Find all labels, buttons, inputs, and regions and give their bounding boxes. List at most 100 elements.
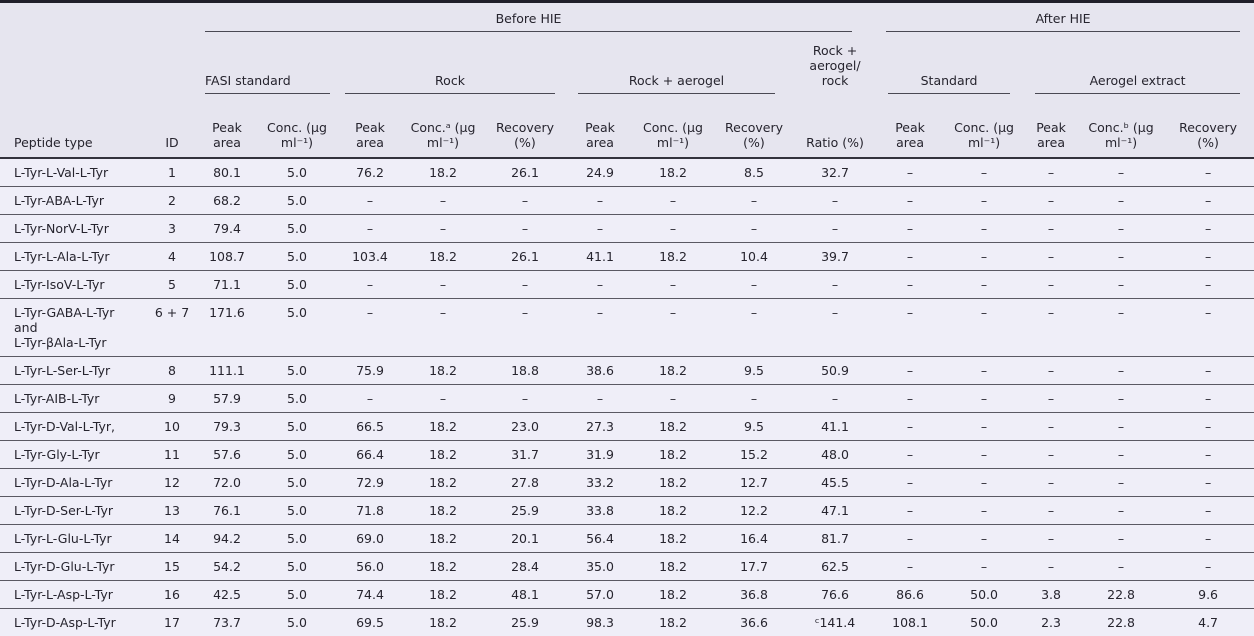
- fasi-standard-group: FASI standard: [198, 32, 338, 94]
- peptide-type-cell: L-Tyr-L-Ser-L-Tyr: [0, 357, 146, 385]
- value-cell: 5.0: [256, 243, 338, 271]
- value-cell: –: [1080, 441, 1162, 469]
- value-cell: –: [796, 187, 874, 215]
- value-cell: –: [946, 385, 1022, 413]
- value-cell: 57.6: [198, 441, 256, 469]
- value-cell: 76.6: [796, 581, 874, 609]
- value-cell: –: [484, 271, 566, 299]
- value-cell: –: [946, 553, 1022, 581]
- value-cell: 48.1: [484, 581, 566, 609]
- value-cell: 35.0: [566, 553, 634, 581]
- value-cell: 111.1: [198, 357, 256, 385]
- value-cell: 71.1: [198, 271, 256, 299]
- value-cell: 5.0: [256, 553, 338, 581]
- value-cell: –: [1080, 413, 1162, 441]
- value-cell: –: [1080, 215, 1162, 243]
- value-cell: –: [1080, 243, 1162, 271]
- value-cell: –: [484, 215, 566, 243]
- id-cell: 16: [146, 581, 198, 609]
- value-cell: 33.2: [566, 469, 634, 497]
- table-row: L-Tyr-GABA-L-Tyr and L-Tyr-βAla-L-Tyr 6 …: [0, 299, 1254, 357]
- value-cell: 18.2: [634, 609, 712, 636]
- after-hie-header: After HIE: [874, 3, 1254, 32]
- value-cell: 171.6: [198, 299, 256, 357]
- value-cell: 12.2: [712, 497, 796, 525]
- value-cell: –: [874, 243, 946, 271]
- value-cell: 16.4: [712, 525, 796, 553]
- value-cell: 5.0: [256, 413, 338, 441]
- value-cell: –: [946, 413, 1022, 441]
- value-cell: –: [946, 215, 1022, 243]
- col-standard-conc: Conc. (μg ml⁻¹): [946, 94, 1022, 158]
- aerogel-extract-group: Aerogel extract: [1022, 32, 1254, 94]
- peptide-type-cell: L-Tyr-GABA-L-Tyr and L-Tyr-βAla-L-Tyr: [0, 299, 146, 357]
- value-cell: –: [1162, 441, 1254, 469]
- value-cell: 24.9: [566, 158, 634, 187]
- value-cell: 15.2: [712, 441, 796, 469]
- value-cell: 5.0: [256, 609, 338, 636]
- value-cell: 74.4: [338, 581, 402, 609]
- value-cell: –: [1080, 158, 1162, 187]
- value-cell: –: [946, 469, 1022, 497]
- before-hie-label: Before HIE: [205, 5, 852, 32]
- value-cell: –: [1022, 525, 1080, 553]
- value-cell: –: [402, 187, 484, 215]
- value-cell: 26.1: [484, 243, 566, 271]
- value-cell: –: [1162, 299, 1254, 357]
- value-cell: 72.0: [198, 469, 256, 497]
- value-cell: 5.0: [256, 441, 338, 469]
- value-cell: –: [1080, 357, 1162, 385]
- value-cell: –: [338, 385, 402, 413]
- peptide-type-cell: L-Tyr-L-Asp-L-Tyr: [0, 581, 146, 609]
- value-cell: –: [946, 299, 1022, 357]
- value-cell: –: [1162, 497, 1254, 525]
- value-cell: –: [1022, 497, 1080, 525]
- id-cell: 10: [146, 413, 198, 441]
- value-cell: –: [1162, 187, 1254, 215]
- col-rockaerogel-peak-area: Peak area: [566, 94, 634, 158]
- col-standard-peak-area: Peak area: [874, 94, 946, 158]
- value-cell: 79.3: [198, 413, 256, 441]
- value-cell: 71.8: [338, 497, 402, 525]
- id-cell: 8: [146, 357, 198, 385]
- value-cell: 73.7: [198, 609, 256, 636]
- value-cell: –: [874, 497, 946, 525]
- value-cell: –: [338, 299, 402, 357]
- value-cell: 22.8: [1080, 609, 1162, 636]
- value-cell: –: [874, 413, 946, 441]
- value-cell: 94.2: [198, 525, 256, 553]
- value-cell: –: [1022, 441, 1080, 469]
- value-cell: –: [484, 299, 566, 357]
- value-cell: –: [484, 385, 566, 413]
- value-cell: –: [874, 158, 946, 187]
- peptide-type-cell: L-Tyr-ABA-L-Tyr: [0, 187, 146, 215]
- value-cell: –: [1022, 413, 1080, 441]
- value-cell: 75.9: [338, 357, 402, 385]
- col-aerogel-recovery: Recovery (%): [1162, 94, 1254, 158]
- value-cell: –: [566, 215, 634, 243]
- value-cell: 18.2: [402, 497, 484, 525]
- col-rockaerogel-recovery: Recovery (%): [712, 94, 796, 158]
- id-cell: 2: [146, 187, 198, 215]
- value-cell: –: [1080, 271, 1162, 299]
- col-fasi-conc: Conc. (μg ml⁻¹): [256, 94, 338, 158]
- value-cell: 5.0: [256, 187, 338, 215]
- value-cell: –: [1080, 497, 1162, 525]
- id-cell: 15: [146, 553, 198, 581]
- value-cell: 18.2: [634, 413, 712, 441]
- after-hie-label: After HIE: [886, 5, 1240, 32]
- value-cell: –: [796, 385, 874, 413]
- value-cell: –: [796, 271, 874, 299]
- value-cell: –: [484, 187, 566, 215]
- value-cell: 27.8: [484, 469, 566, 497]
- value-cell: 36.8: [712, 581, 796, 609]
- value-cell: –: [1022, 187, 1080, 215]
- col-peptide-type: Peptide type: [0, 94, 146, 158]
- rock-aerogel-group: Rock + aerogel: [566, 32, 796, 94]
- col-rock-recovery: Recovery (%): [484, 94, 566, 158]
- value-cell: 18.2: [402, 581, 484, 609]
- value-cell: –: [874, 553, 946, 581]
- peptide-type-cell: L-Tyr-Gly-L-Tyr: [0, 441, 146, 469]
